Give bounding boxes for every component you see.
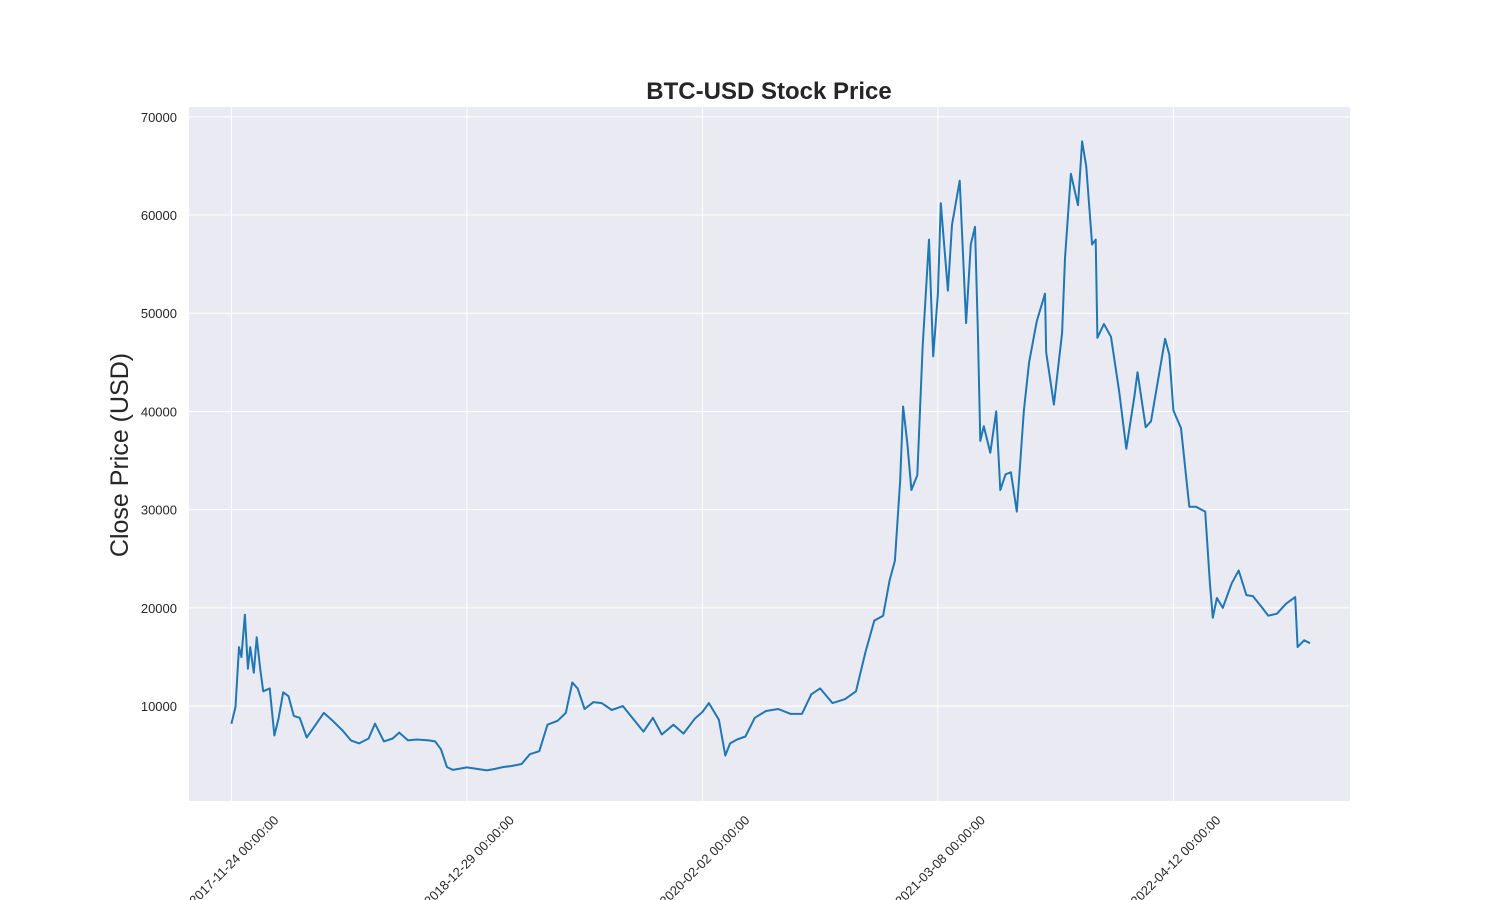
x-tick-label: 2020-02-02 00:00:00 bbox=[657, 813, 753, 900]
y-tick-label: 70000 bbox=[141, 110, 177, 125]
plot-background bbox=[189, 107, 1350, 801]
y-tick-label: 30000 bbox=[141, 503, 177, 518]
y-tick-label: 60000 bbox=[141, 208, 177, 223]
chart-title: BTC-USD Stock Price bbox=[646, 78, 891, 105]
y-tick-label: 10000 bbox=[141, 699, 177, 714]
x-tick-label: 2018-12-29 00:00:00 bbox=[421, 813, 517, 900]
y-tick-labels: 10000 20000 30000 40000 50000 60000 70000 bbox=[141, 110, 177, 714]
y-tick-label: 40000 bbox=[141, 404, 177, 419]
y-axis-label: Close Price (USD) bbox=[106, 353, 134, 557]
price-line bbox=[230, 140, 1311, 772]
x-tick-labels: 2017-11-24 00:00:00 2018-12-29 00:00:00 20… bbox=[186, 813, 1223, 900]
x-tick-label: 2017-11-24 00:00:00 bbox=[186, 813, 281, 900]
grid bbox=[189, 107, 1350, 801]
x-tick-label: 2021-03-08 00:00:00 bbox=[892, 813, 988, 900]
y-tick-label: 50000 bbox=[141, 306, 177, 321]
x-tick-label: 2022-04-12 00:00:00 bbox=[1128, 813, 1224, 900]
y-tick-label: 20000 bbox=[141, 601, 177, 616]
